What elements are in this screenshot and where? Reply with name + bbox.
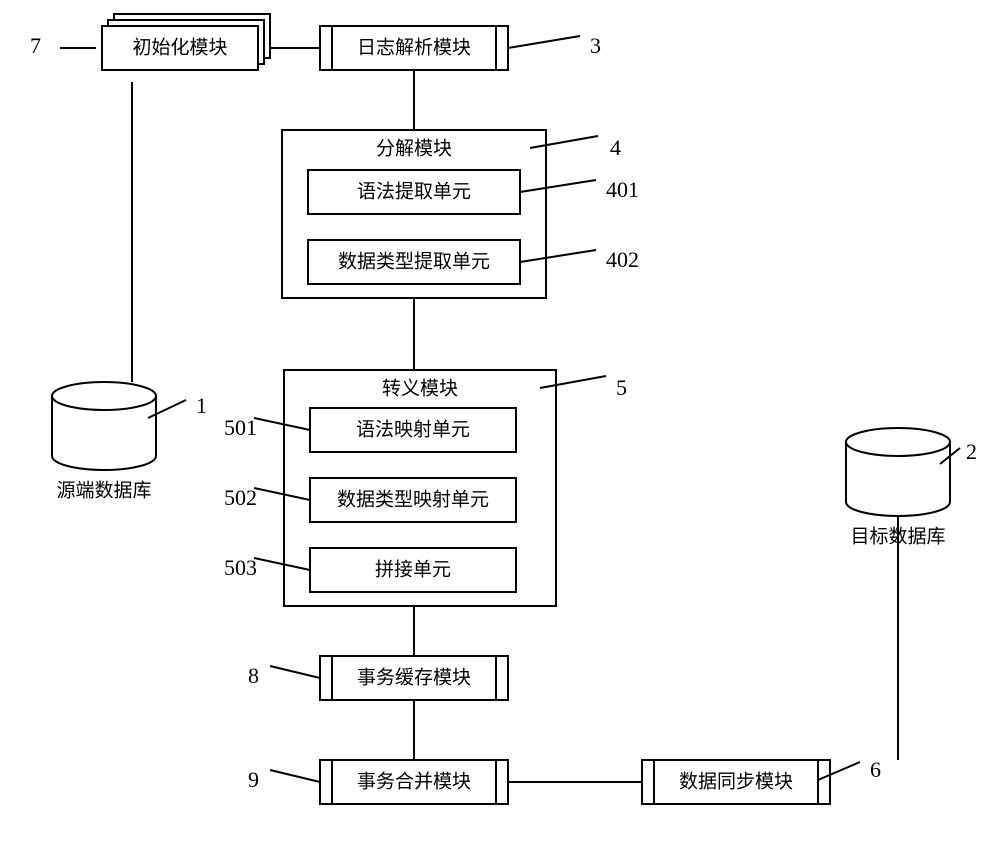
ref-n8: 8 xyxy=(248,663,259,688)
svg-text:日志解析模块: 日志解析模块 xyxy=(357,36,471,58)
svg-text:初始化模块: 初始化模块 xyxy=(132,36,227,58)
svg-text:拼接单元: 拼接单元 xyxy=(375,558,451,580)
svg-text:事务缓存模块: 事务缓存模块 xyxy=(357,666,471,688)
svg-text:分解模块: 分解模块 xyxy=(376,137,452,159)
ref-n503: 503 xyxy=(224,555,257,580)
target-db xyxy=(846,428,950,516)
ref-n6: 6 xyxy=(870,757,881,782)
ref-n4: 4 xyxy=(610,135,621,160)
svg-text:事务合并模块: 事务合并模块 xyxy=(357,770,471,792)
svg-text:目标数据库: 目标数据库 xyxy=(850,525,945,547)
ref-n501: 501 xyxy=(224,415,257,440)
svg-text:数据类型映射单元: 数据类型映射单元 xyxy=(337,488,489,510)
ref-n402: 402 xyxy=(606,247,639,272)
svg-text:语法映射单元: 语法映射单元 xyxy=(356,418,470,440)
source-db xyxy=(52,382,156,470)
svg-text:语法提取单元: 语法提取单元 xyxy=(357,180,471,202)
ref-n502: 502 xyxy=(224,485,257,510)
svg-text:源端数据库: 源端数据库 xyxy=(56,479,151,501)
svg-text:数据同步模块: 数据同步模块 xyxy=(679,770,793,792)
ref-n401: 401 xyxy=(606,177,639,202)
ref-n9: 9 xyxy=(248,767,259,792)
ref-n3: 3 xyxy=(590,33,601,58)
svg-text:转义模块: 转义模块 xyxy=(382,377,458,399)
svg-text:数据类型提取单元: 数据类型提取单元 xyxy=(338,250,490,272)
ref-n5: 5 xyxy=(616,375,627,400)
ref-n2: 2 xyxy=(966,439,977,464)
ref-n1: 1 xyxy=(196,393,207,418)
ref-n7: 7 xyxy=(30,33,41,58)
